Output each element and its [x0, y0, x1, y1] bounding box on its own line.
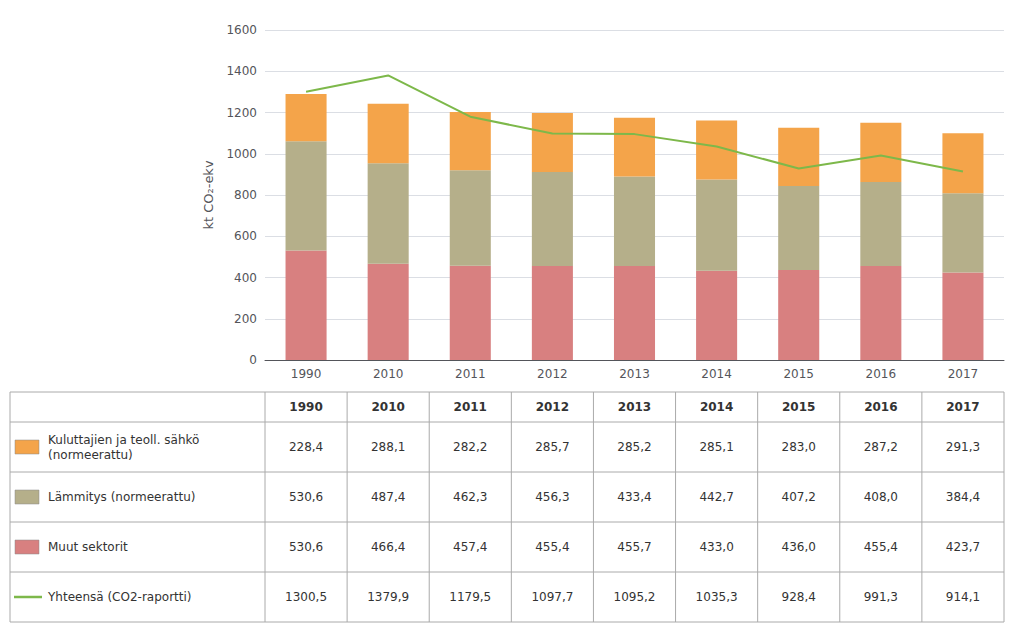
svg-text:407,2: 407,2 [782, 490, 816, 504]
svg-text:Muut sektorit: Muut sektorit [48, 540, 128, 554]
svg-text:455,4: 455,4 [864, 540, 898, 554]
svg-text:1097,7: 1097,7 [531, 590, 573, 604]
svg-text:2013: 2013 [618, 400, 651, 414]
svg-text:1200: 1200 [226, 106, 257, 120]
svg-text:282,2: 282,2 [453, 440, 487, 454]
svg-text:283,0: 283,0 [782, 440, 816, 454]
svg-text:1400: 1400 [226, 64, 257, 78]
svg-text:1179,5: 1179,5 [449, 590, 491, 604]
svg-text:285,1: 285,1 [699, 440, 733, 454]
svg-text:2014: 2014 [700, 400, 733, 414]
svg-text:423,7: 423,7 [946, 540, 980, 554]
svg-text:928,4: 928,4 [782, 590, 816, 604]
svg-text:1000: 1000 [226, 147, 257, 161]
svg-text:2017: 2017 [948, 367, 979, 381]
svg-text:2014: 2014 [701, 367, 732, 381]
svg-text:Kuluttajien ja teoll. sähkö: Kuluttajien ja teoll. sähkö [48, 433, 199, 447]
svg-text:408,0: 408,0 [864, 490, 898, 504]
svg-text:530,6: 530,6 [289, 540, 323, 554]
svg-text:466,4: 466,4 [371, 540, 405, 554]
svg-text:456,3: 456,3 [535, 490, 569, 504]
svg-text:2015: 2015 [783, 367, 814, 381]
svg-text:kt CO₂-ekv: kt CO₂-ekv [201, 160, 216, 229]
svg-text:1035,3: 1035,3 [696, 590, 738, 604]
svg-text:436,0: 436,0 [782, 540, 816, 554]
svg-text:0: 0 [249, 353, 257, 367]
svg-text:1300,5: 1300,5 [285, 590, 327, 604]
svg-text:200: 200 [234, 312, 257, 326]
svg-text:2011: 2011 [454, 400, 487, 414]
svg-text:1600: 1600 [226, 23, 257, 37]
svg-text:530,6: 530,6 [289, 490, 323, 504]
svg-text:800: 800 [234, 188, 257, 202]
svg-text:442,7: 442,7 [699, 490, 733, 504]
svg-text:455,4: 455,4 [535, 540, 569, 554]
svg-text:2011: 2011 [455, 367, 486, 381]
svg-text:455,7: 455,7 [617, 540, 651, 554]
svg-text:457,4: 457,4 [453, 540, 487, 554]
svg-text:1990: 1990 [289, 400, 322, 414]
svg-text:1990: 1990 [291, 367, 322, 381]
svg-text:433,0: 433,0 [699, 540, 733, 554]
svg-text:285,7: 285,7 [535, 440, 569, 454]
svg-text:Lämmitys (normeerattu): Lämmitys (normeerattu) [48, 490, 195, 504]
svg-text:2012: 2012 [537, 367, 568, 381]
svg-text:287,2: 287,2 [864, 440, 898, 454]
svg-text:285,2: 285,2 [617, 440, 651, 454]
svg-text:2015: 2015 [782, 400, 815, 414]
svg-text:Yhteensä (CO2-raportti): Yhteensä (CO2-raportti) [47, 590, 192, 604]
svg-text:600: 600 [234, 229, 257, 243]
svg-text:2016: 2016 [864, 400, 897, 414]
svg-text:2010: 2010 [371, 400, 404, 414]
svg-text:(normeerattu): (normeerattu) [48, 448, 133, 462]
svg-text:2017: 2017 [946, 400, 979, 414]
svg-text:400: 400 [234, 271, 257, 285]
svg-text:914,1: 914,1 [946, 590, 980, 604]
svg-text:1379,9: 1379,9 [367, 590, 409, 604]
svg-text:2016: 2016 [866, 367, 897, 381]
svg-text:291,3: 291,3 [946, 440, 980, 454]
svg-text:288,1: 288,1 [371, 440, 405, 454]
svg-text:991,3: 991,3 [864, 590, 898, 604]
svg-text:462,3: 462,3 [453, 490, 487, 504]
svg-text:2010: 2010 [373, 367, 404, 381]
svg-text:2012: 2012 [536, 400, 569, 414]
svg-text:487,4: 487,4 [371, 490, 405, 504]
svg-text:433,4: 433,4 [617, 490, 651, 504]
svg-text:2013: 2013 [619, 367, 650, 381]
svg-text:1095,2: 1095,2 [614, 590, 656, 604]
svg-text:384,4: 384,4 [946, 490, 980, 504]
svg-text:228,4: 228,4 [289, 440, 323, 454]
